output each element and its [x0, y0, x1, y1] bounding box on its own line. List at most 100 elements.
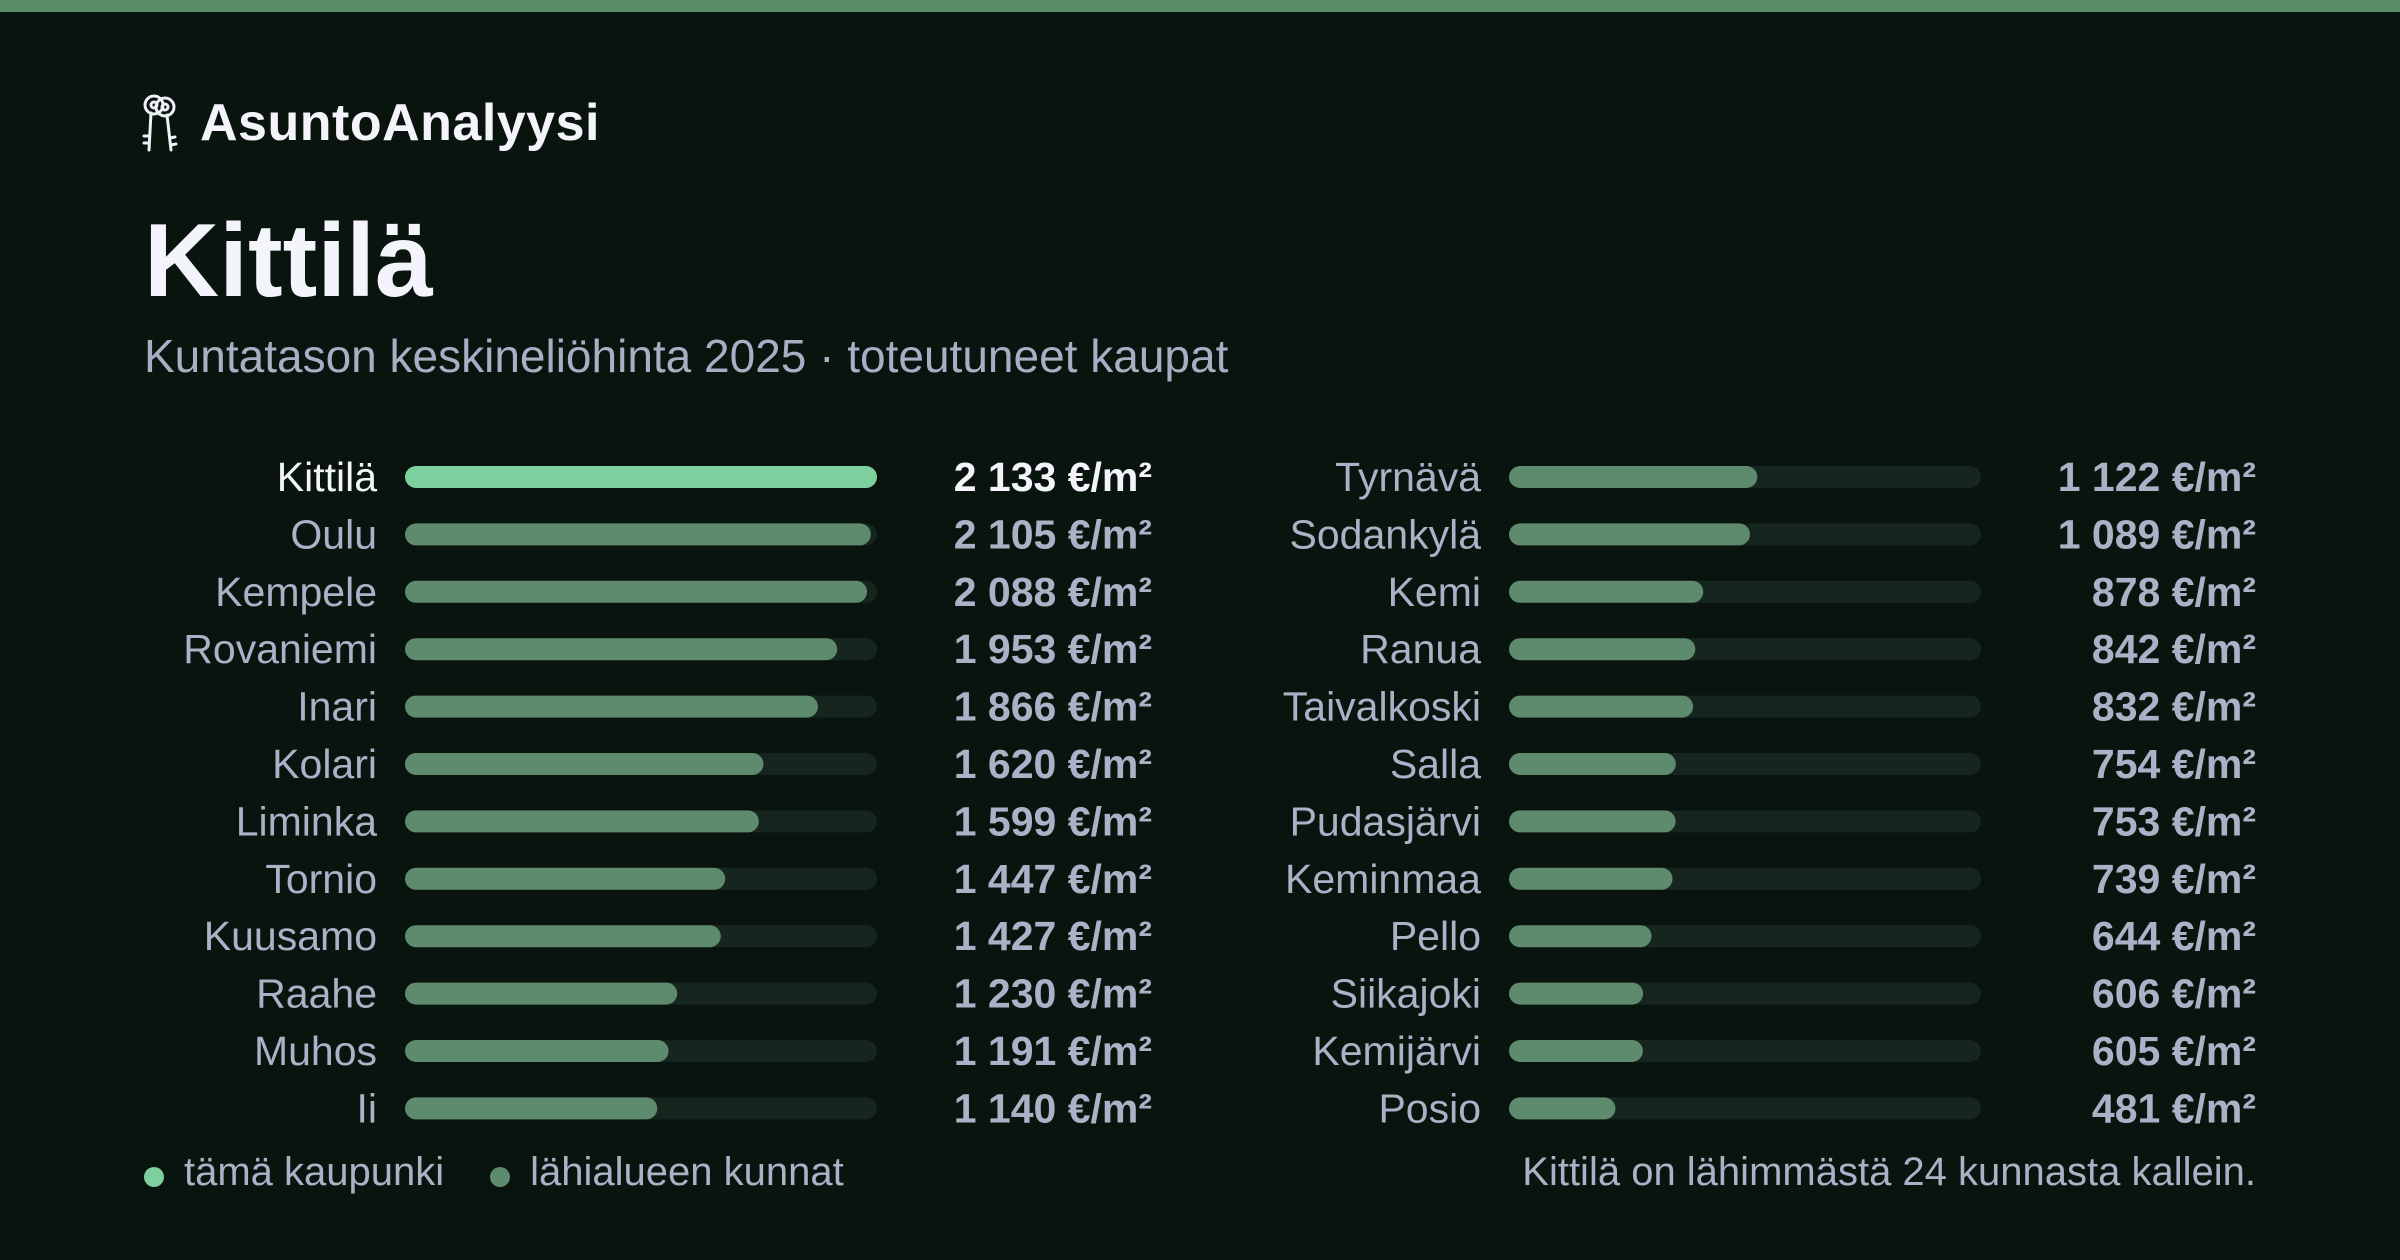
- bar: [405, 1040, 669, 1062]
- bar-value-label: 481 €/m²: [2092, 1085, 2256, 1131]
- bar: [1509, 580, 1704, 603]
- legend-dot-neighbors: [490, 1166, 511, 1187]
- bar-label: Tyrnävä: [1335, 454, 1481, 500]
- legend-item-neighbors: lähialueen kunnat: [490, 1150, 844, 1195]
- bar-value-label: 754 €/m²: [2092, 741, 2256, 787]
- bar-value-label: 644 €/m²: [2092, 913, 2256, 959]
- bar: [1509, 638, 1696, 661]
- bar-label: Kemi: [1388, 569, 1481, 615]
- bar: [1509, 867, 1673, 890]
- bar-value-label: 1 953 €/m²: [954, 626, 1152, 672]
- bar-row-7: Tornio 1 447 €/m²: [265, 856, 1152, 902]
- keys-icon: [142, 94, 178, 152]
- bar-value-label: 1 140 €/m²: [954, 1085, 1152, 1131]
- brand: AsuntoAnalyysi: [140, 88, 600, 158]
- bar-row-9: Raahe 1 230 €/m²: [256, 971, 1152, 1017]
- bar-row-0: Kittilä 2 133 €/m²: [277, 454, 1152, 500]
- legend-item-this-city: tämä kaupunki: [144, 1150, 444, 1195]
- bar-value-label: 832 €/m²: [2092, 684, 2256, 730]
- bar-value-label: 1 089 €/m²: [2058, 511, 2256, 557]
- bar: [405, 1097, 658, 1120]
- bar: [1509, 523, 1750, 546]
- bar: [1509, 982, 1644, 1005]
- bar-label: Posio: [1378, 1085, 1481, 1131]
- bar-label: Salla: [1390, 741, 1481, 787]
- bar-row-15: Ranua 842 €/m²: [1360, 626, 2256, 672]
- bar-value-label: 878 €/m²: [2092, 569, 2256, 615]
- bar-row-19: Keminmaa 739 €/m²: [1285, 856, 2256, 902]
- bar-label: Ranua: [1360, 626, 1481, 672]
- bar-value-label: 605 €/m²: [2092, 1028, 2256, 1074]
- bar-label: Kemijärvi: [1312, 1028, 1481, 1074]
- bar-label: Liminka: [236, 798, 377, 844]
- bar-label: Ii: [357, 1085, 378, 1131]
- bar-row-8: Kuusamo 1 427 €/m²: [204, 913, 1152, 959]
- bar: [1509, 695, 1694, 718]
- bar-value-label: 1 599 €/m²: [954, 798, 1152, 844]
- bar-row-1: Oulu 2 105 €/m²: [290, 511, 1152, 557]
- bar-label: Kolari: [272, 741, 377, 787]
- bar-value-label: 1 427 €/m²: [954, 913, 1152, 959]
- bar: [405, 867, 726, 890]
- bar-row-21: Siikajoki 606 €/m²: [1331, 971, 2256, 1017]
- bar: [405, 523, 871, 546]
- bar-label: Pudasjärvi: [1290, 798, 1481, 844]
- bar: [1509, 1040, 1643, 1062]
- bar-label: Oulu: [290, 511, 377, 557]
- bar-row-11: Ii 1 140 €/m²: [357, 1085, 1153, 1131]
- bar-label: Kuusamo: [204, 913, 377, 959]
- bar-value-label: 2 105 €/m²: [954, 511, 1152, 557]
- bar-row-6: Liminka 1 599 €/m²: [236, 798, 1152, 844]
- bar-row-14: Kemi 878 €/m²: [1388, 569, 2256, 615]
- bar-row-12: Tyrnävä 1 122 €/m²: [1335, 454, 2256, 500]
- bar-value-label: 1 447 €/m²: [954, 856, 1152, 902]
- footnote: Kittilä on lähimmästä 24 kunnasta kallei…: [1522, 1150, 2256, 1194]
- bar-row-2: Kempele 2 088 €/m²: [215, 569, 1152, 615]
- bar-value-label: 842 €/m²: [2092, 626, 2256, 672]
- bar-label: Sodankylä: [1290, 511, 1482, 557]
- bar: [405, 982, 678, 1005]
- bar-label: Keminmaa: [1285, 856, 1481, 902]
- bar: [405, 638, 838, 661]
- bar: [405, 695, 818, 718]
- bar: [405, 810, 759, 833]
- bar-label: Rovaniemi: [183, 626, 377, 672]
- bar: [405, 753, 764, 775]
- bar: [1509, 466, 1758, 488]
- bar-value-label: 1 122 €/m²: [2058, 454, 2256, 500]
- bar-value-label: 1 866 €/m²: [954, 684, 1152, 730]
- bar: [1509, 1097, 1616, 1120]
- bar: [1509, 810, 1676, 833]
- bar-label: Kempele: [215, 569, 377, 615]
- bar: [405, 466, 877, 488]
- legend: tämä kaupunki lähialueen kunnat: [144, 1150, 890, 1195]
- bar-track: [1509, 1097, 1981, 1120]
- legend-dot-this-city: [144, 1166, 164, 1187]
- bar-value-label: 606 €/m²: [2092, 971, 2256, 1017]
- bar-label: Pello: [1390, 913, 1481, 959]
- bar-label: Raahe: [256, 971, 377, 1017]
- bar-value-label: 2 133 €/m²: [954, 454, 1152, 500]
- legend-label-neighbors: lähialueen kunnat: [530, 1150, 844, 1194]
- bar-row-20: Pello 644 €/m²: [1390, 913, 2256, 959]
- bar: [405, 580, 868, 603]
- bar-row-13: Sodankylä 1 089 €/m²: [1290, 511, 2256, 557]
- bar-value-label: 739 €/m²: [2092, 856, 2256, 902]
- bar-value-label: 753 €/m²: [2092, 798, 2256, 844]
- bar-label: Siikajoki: [1331, 971, 1481, 1017]
- bar-label: Tornio: [265, 856, 377, 902]
- bar-row-22: Kemijärvi 605 €/m²: [1312, 1028, 2256, 1074]
- bar-label: Inari: [297, 684, 377, 730]
- bar-row-23: Posio 481 €/m²: [1378, 1085, 2256, 1131]
- bar: [1509, 925, 1652, 948]
- bar-value-label: 2 088 €/m²: [954, 569, 1152, 615]
- bar-label: Muhos: [254, 1028, 377, 1074]
- bar: [1509, 753, 1676, 775]
- top-accent-stripe: [0, 0, 2400, 12]
- bar-label: Taivalkoski: [1283, 684, 1481, 730]
- bar-row-17: Salla 754 €/m²: [1390, 741, 2256, 787]
- bar-row-4: Inari 1 866 €/m²: [297, 684, 1152, 730]
- page-title: Kittilä: [144, 203, 433, 319]
- bar-label: Kittilä: [277, 454, 377, 500]
- bar-value-label: 1 191 €/m²: [954, 1028, 1152, 1074]
